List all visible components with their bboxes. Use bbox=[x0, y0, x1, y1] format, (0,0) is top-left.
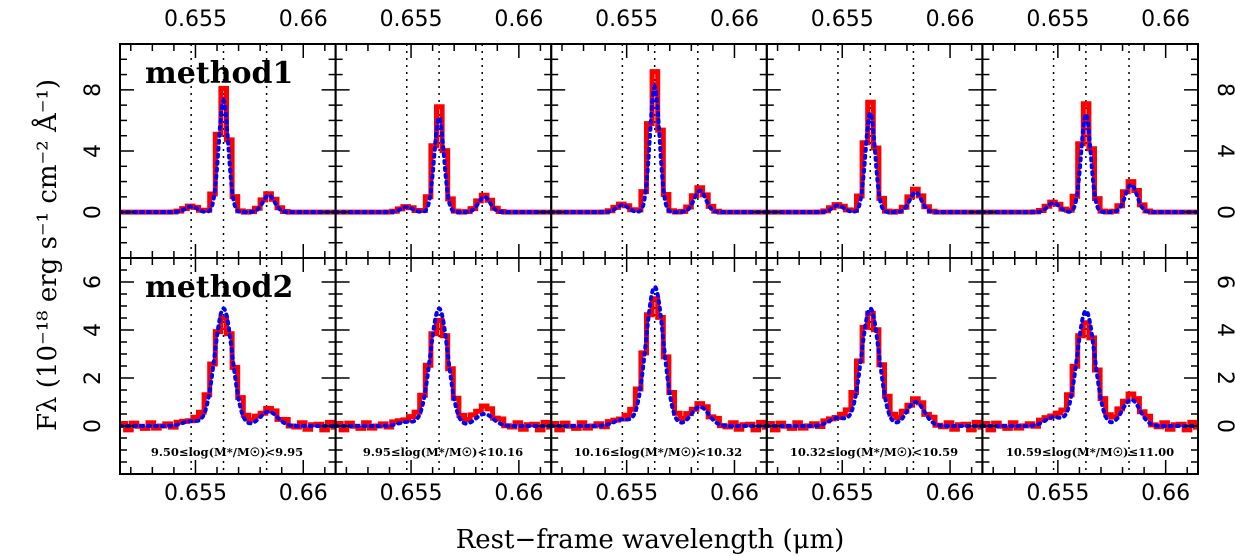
x-tick-label-bottom: 0.655 bbox=[811, 481, 874, 506]
x-tick-label-top: 0.655 bbox=[380, 7, 443, 32]
panel-2-5-plot bbox=[982, 258, 1199, 474]
y-tick-label-right: 2 bbox=[1212, 371, 1235, 385]
labels-layer: Rest−frame wavelength (μm) Fλ (10⁻¹⁸ erg… bbox=[31, 7, 1235, 555]
red-spectrum-line bbox=[120, 315, 336, 433]
x-tick-label-bottom: 0.655 bbox=[380, 481, 443, 506]
panel-1-3-plot bbox=[551, 44, 767, 258]
x-tick-label-top: 0.655 bbox=[164, 7, 227, 32]
blue-fit-line bbox=[335, 305, 552, 428]
blue-fit-line bbox=[551, 284, 767, 428]
mass-bin-label-2: 9.95≤log(M*/M☉)<10.16 bbox=[363, 445, 523, 459]
panel-1-2-plot bbox=[335, 44, 552, 258]
red-spectrum-line bbox=[335, 317, 552, 433]
panel-frames bbox=[119, 43, 1200, 475]
red-spectrum-line bbox=[551, 296, 767, 433]
y-tick-label-left: 2 bbox=[81, 371, 106, 385]
mass-bin-label-1: 9.50≤log(M*/M☉)<9.95 bbox=[151, 445, 303, 459]
panel-1-1-plot bbox=[120, 44, 336, 258]
red-spectrum-line bbox=[766, 310, 983, 433]
x-tick-label-bottom: 0.655 bbox=[164, 481, 227, 506]
y-tick-label-right: 6 bbox=[1212, 275, 1235, 289]
panel-1-5-plot bbox=[982, 44, 1199, 258]
panel-frame-2-5 bbox=[981, 257, 1200, 475]
panel-2-2-plot bbox=[335, 258, 552, 474]
x-tick-label-bottom: 0.66 bbox=[1141, 481, 1190, 506]
y-tick-label-right: 4 bbox=[1212, 144, 1235, 158]
y-tick-label-right: 0 bbox=[1212, 205, 1235, 219]
panel-frame-2-3 bbox=[550, 257, 768, 475]
blue-fit-line bbox=[982, 110, 1199, 215]
red-spectrum-line bbox=[982, 320, 1199, 433]
blue-fit-line bbox=[766, 108, 983, 215]
y-tick-label-left: 4 bbox=[81, 323, 106, 337]
row-label-method1: method1 bbox=[145, 56, 293, 91]
panel-frame-2-4 bbox=[765, 257, 984, 475]
x-tick-label-bottom: 0.66 bbox=[279, 481, 328, 506]
x-tick-label-top: 0.655 bbox=[595, 7, 658, 32]
panel-frame-2-2 bbox=[334, 257, 553, 475]
y-tick-label-left: 8 bbox=[81, 83, 106, 97]
x-tick-label-top: 0.655 bbox=[811, 7, 874, 32]
blue-fit-line bbox=[766, 305, 983, 428]
x-tick-label-top: 0.66 bbox=[1141, 7, 1190, 32]
blue-fit-line bbox=[982, 308, 1199, 428]
blue-fit-line bbox=[120, 96, 336, 215]
x-tick-label-top: 0.66 bbox=[279, 7, 328, 32]
x-tick-label-top: 0.66 bbox=[494, 7, 543, 32]
x-tick-label-top: 0.66 bbox=[926, 7, 975, 32]
mass-bin-label-5: 10.59≤log(M*/M☉)≤11.00 bbox=[1006, 445, 1174, 459]
y-tick-label-left: 0 bbox=[81, 205, 106, 219]
x-tick-label-bottom: 0.66 bbox=[494, 481, 543, 506]
mass-bin-label-3: 10.16≤log(M*/M☉)<10.32 bbox=[574, 445, 742, 459]
blue-fit-line bbox=[335, 113, 552, 215]
blue-fit-line bbox=[120, 305, 336, 428]
y-tick-label-right: 0 bbox=[1212, 419, 1235, 433]
panel-2-3-plot bbox=[551, 258, 767, 474]
x-tick-label-bottom: 0.66 bbox=[926, 481, 975, 506]
row-label-method2: method2 bbox=[145, 270, 293, 305]
y-axis-title: Fλ (10⁻¹⁸ erg s⁻¹ cm⁻² Å⁻¹) bbox=[31, 79, 63, 431]
mass-bin-label-4: 10.32≤log(M*/M☉)<10.59 bbox=[790, 445, 958, 459]
panel-2-4-plot bbox=[766, 258, 983, 474]
y-tick-label-left: 4 bbox=[81, 144, 106, 158]
x-tick-label-top: 0.655 bbox=[1026, 7, 1089, 32]
blue-fit-line bbox=[551, 81, 767, 215]
y-tick-label-right: 4 bbox=[1212, 323, 1235, 337]
x-tick-label-top: 0.66 bbox=[710, 7, 759, 32]
panel-2-1-plot bbox=[120, 258, 336, 474]
spectra-layer bbox=[120, 44, 1199, 474]
x-tick-label-bottom: 0.66 bbox=[710, 481, 759, 506]
x-tick-label-bottom: 0.655 bbox=[1026, 481, 1089, 506]
y-tick-label-left: 0 bbox=[81, 419, 106, 433]
x-axis-title: Rest−frame wavelength (μm) bbox=[456, 525, 845, 555]
y-tick-label-left: 6 bbox=[81, 275, 106, 289]
panel-1-4-plot bbox=[766, 44, 983, 258]
x-tick-label-bottom: 0.655 bbox=[595, 481, 658, 506]
y-tick-label-right: 8 bbox=[1212, 83, 1235, 97]
